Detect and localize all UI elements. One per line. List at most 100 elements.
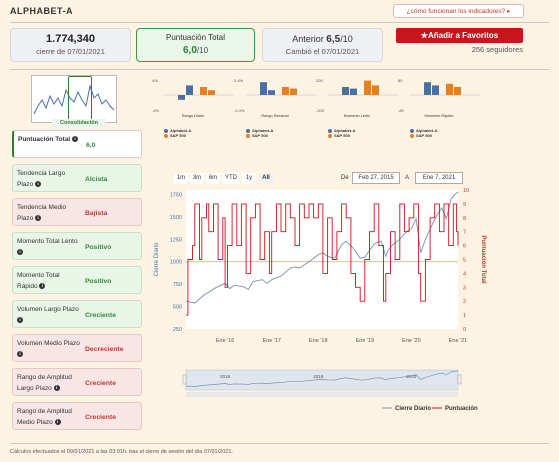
pattern-label: Consolidación [52, 119, 106, 128]
range-button[interactable]: 3m [190, 173, 204, 184]
x-tick: Ene '16 [216, 338, 234, 344]
mini-bar [186, 85, 193, 95]
y-tick-left: 1750 [170, 192, 182, 198]
indicator-card[interactable]: Momento Total Lento i Positivo [12, 232, 142, 260]
navigator-line [185, 370, 459, 387]
pattern-sparkline-icon [33, 84, 115, 115]
price-value: 1.774,340 [46, 33, 95, 45]
y-tick-left: 1500 [170, 215, 182, 221]
y-axis-title-right: Puntuación Total [480, 235, 486, 284]
y-tick-left: 250 [173, 327, 182, 333]
mini-chart: 200 -200 Momento Lento Alphabet-A S&P 500 [314, 76, 400, 138]
to-label: A [405, 175, 410, 181]
indicator-name: Rango de Amplitud Medio Plazo i [17, 408, 72, 426]
indicator-card[interactable]: Tendencia Medio Plazo i Bajista [12, 198, 142, 226]
navigator-label: 2018 [313, 374, 324, 379]
indicator-name: Momento Total Lento i [17, 238, 78, 256]
pattern-thumbnail[interactable] [31, 75, 117, 123]
y-tick-right: 7 [463, 230, 466, 236]
indicator-card[interactable]: Rango de Amplitud Medio Plazo i Creciente [12, 402, 142, 430]
info-icon[interactable]: i [35, 181, 42, 188]
price-score-chart[interactable]: 250 500 750 1000 1250 1500 1750 0 1 2 3 4 5 6 7 8 9 10 Cie… [150, 138, 550, 448]
indicator-card[interactable]: Volumen Medio Plazo i Decreciente [12, 334, 142, 362]
mini-chart-caption: Momento Lento [343, 114, 371, 118]
range-button[interactable]: 1m [174, 173, 188, 184]
previous-score-box: Anterior 6,5/10 Cambió el 07/01/2021 [262, 28, 383, 62]
mini-bar [290, 88, 297, 95]
x-tick: Ene '19 [356, 338, 374, 344]
mini-chart-caption: Rango Semanal [261, 114, 289, 118]
info-icon[interactable]: i [39, 283, 46, 290]
indicator-name: Volumen Largo Plazo i [17, 306, 79, 324]
mini-bar [364, 80, 371, 95]
total-score-value: 6,0/10 [182, 45, 209, 56]
mini-ytick: -80 [398, 108, 405, 113]
mini-legend-item: Alphabet-A [246, 128, 273, 133]
top-divider [10, 22, 549, 23]
mini-legend-item: S&P 500 [328, 133, 350, 138]
mini-chart-caption: Momento Rápido [424, 114, 454, 118]
indicators-help-link[interactable]: ¿cómo funcionan los indicadores? ▸ [393, 4, 524, 18]
total-score-box: Puntuación Total 6,0/10 [136, 28, 255, 62]
info-icon[interactable]: i [17, 317, 23, 324]
to-date-input[interactable]: Ene 7, 2021 [415, 172, 463, 184]
y-tick-right: 10 [463, 188, 469, 194]
range-button[interactable]: 6m [206, 173, 220, 184]
indicator-value: Creciente [85, 311, 116, 319]
indicator-name: Volumen Medio Plazo i [17, 340, 80, 358]
mini-chart-plot: 2,4% -2,4% [234, 78, 316, 113]
mini-legend-item: Alphabet-A [410, 128, 437, 133]
indicator-card[interactable]: Momento Total Rápido i Positivo [12, 266, 142, 294]
mini-bar [350, 88, 357, 95]
from-label: De [341, 175, 349, 181]
mini-ytick: -4% [152, 108, 160, 113]
indicator-value: 6,0 [86, 141, 96, 149]
mini-ytick: 200 [316, 78, 323, 83]
x-tick: Ene '18 [309, 338, 327, 344]
mini-ytick: 4% [152, 78, 158, 83]
range-button[interactable]: YTD [222, 173, 240, 184]
indicator-card[interactable]: Puntuación Total i 6,0 [12, 130, 142, 158]
star-icon: ★ [420, 31, 428, 40]
indicator-value: Positivo [85, 243, 112, 251]
indicator-card[interactable]: Tendencia Largo Plazo i Alcista [12, 164, 142, 192]
y-tick-right: 3 [463, 285, 466, 291]
x-tick: Ene '20 [402, 338, 420, 344]
y-axis-title-left: Cierre Diario [154, 242, 160, 276]
info-icon[interactable]: i [53, 385, 60, 392]
mini-bar [424, 82, 431, 95]
mini-bar [432, 85, 439, 95]
y-tick-right: 5 [463, 258, 466, 264]
mini-chart-plot: 4% -4% [152, 78, 234, 113]
info-icon[interactable]: i [54, 419, 61, 426]
close-series-line [185, 191, 459, 304]
previous-score-date: Cambió el 07/01/2021 [285, 47, 360, 56]
followers-count: 256 seguidores [471, 45, 523, 54]
from-date-input[interactable]: Feb 27, 2015 [352, 172, 400, 184]
indicator-card[interactable]: Rango de Amplitud Largo Plazo i Creciente [12, 368, 142, 396]
indicator-value: Positivo [85, 277, 112, 285]
indicator-name: Rango de Amplitud Largo Plazo i [17, 374, 72, 392]
navigator [185, 369, 459, 391]
mini-bar [208, 90, 215, 95]
navigator-handle-left [182, 374, 187, 385]
info-icon[interactable]: i [17, 249, 23, 256]
navigator-label: 2016 [220, 374, 231, 379]
mini-ytick: -200 [316, 108, 325, 113]
info-icon[interactable]: i [72, 136, 79, 143]
indicator-name: Momento Total Rápido i [17, 272, 60, 290]
range-button[interactable]: All [258, 173, 274, 184]
info-icon[interactable]: i [35, 215, 42, 222]
range-button[interactable]: 1y [242, 173, 256, 184]
indicator-card[interactable]: Volumen Largo Plazo i Creciente [12, 300, 142, 328]
mini-legend-item: S&P 500 [410, 133, 432, 138]
header-divider [10, 69, 549, 70]
info-icon[interactable]: i [17, 351, 23, 358]
mini-chart-plot: 80 -80 [398, 78, 480, 113]
indicator-name: Tendencia Largo Plazo i [17, 170, 66, 188]
add-favorites-button[interactable]: ★Añadir a Favoritos [396, 28, 523, 43]
mini-chart-plot: 200 -200 [316, 78, 398, 113]
mini-legend-item: Alphabet-A [328, 128, 355, 133]
mini-bar [454, 87, 461, 95]
x-tick: Ene '17 [262, 338, 280, 344]
